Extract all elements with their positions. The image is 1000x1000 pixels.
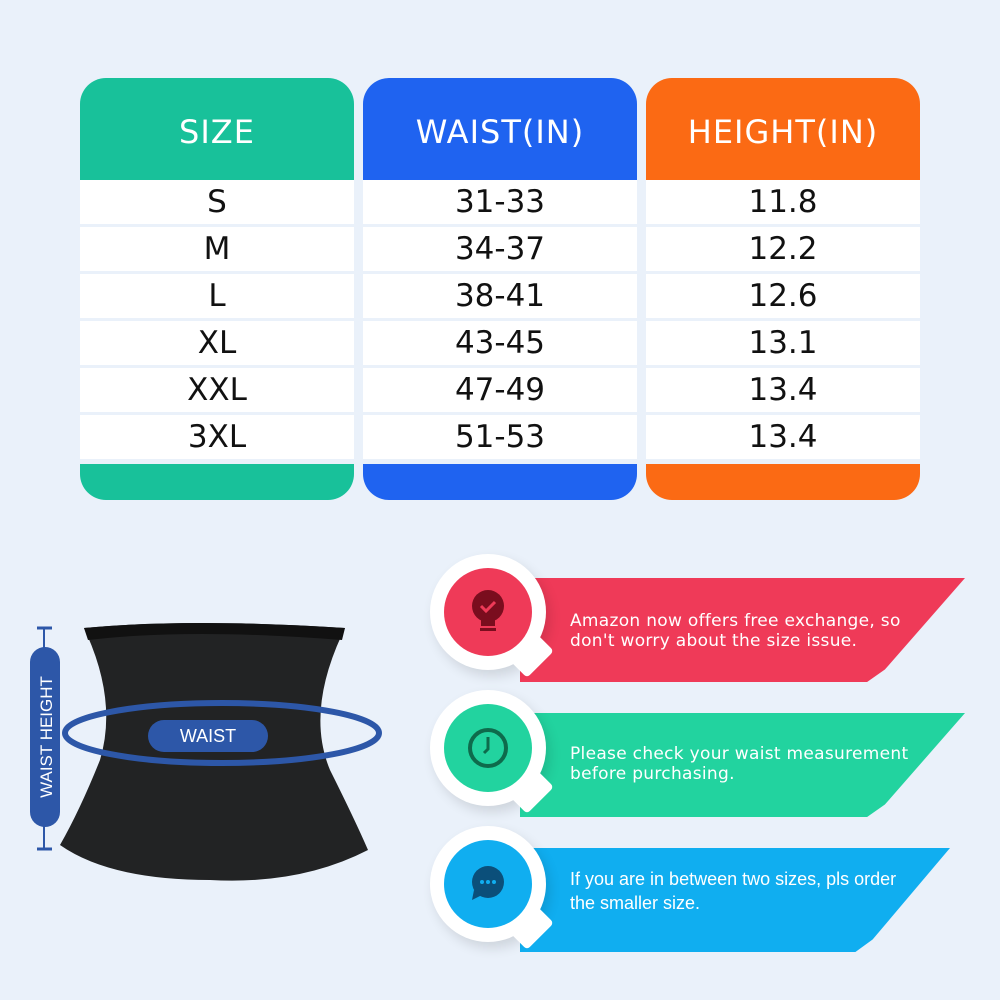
table-cell: 43-45	[363, 321, 637, 365]
table-cell: 31-33	[363, 180, 637, 224]
waist-label: WAIST	[180, 726, 236, 746]
table-cell: S	[80, 180, 354, 224]
tip-text: Amazon now offers free exchange, so don'…	[570, 611, 901, 651]
table-cell: 12.2	[646, 227, 920, 271]
table-cell: 11.8	[646, 180, 920, 224]
table-cell: 13.1	[646, 321, 920, 365]
table-cell: XL	[80, 321, 354, 365]
tip-text: Please check your waist measurement befo…	[570, 744, 909, 784]
table-cell: 13.4	[646, 415, 920, 459]
waist-height-badge	[30, 647, 60, 827]
chat-bubble-icon	[444, 840, 532, 928]
size-column: SIZE S M L XL XXL 3XL	[80, 78, 354, 500]
table-cell: L	[80, 274, 354, 318]
table-cell: 13.4	[646, 368, 920, 412]
waist-column: WAIST(IN) 31-33 34-37 38-41 43-45 47-49 …	[363, 78, 637, 500]
column-footer	[80, 464, 354, 500]
table-cell: 38-41	[363, 274, 637, 318]
table-cell: 3XL	[80, 415, 354, 459]
lightbulb-check-icon	[444, 568, 532, 656]
column-header: WAIST(IN)	[363, 78, 637, 180]
table-cell: XXL	[80, 368, 354, 412]
waist-trainer-figure: WAIST HEIGHT WAIST	[30, 623, 382, 881]
column-header: HEIGHT(IN)	[646, 78, 920, 180]
waist-ring	[62, 700, 382, 766]
table-cell: 12.6	[646, 274, 920, 318]
column-header: SIZE	[80, 78, 354, 180]
table-cell: M	[80, 227, 354, 271]
height-column: HEIGHT(IN) 11.8 12.2 12.6 13.1 13.4 13.4	[646, 78, 920, 500]
table-cell: 47-49	[363, 368, 637, 412]
table-cell: 34-37	[363, 227, 637, 271]
tip-text: If you are in between two sizes, pls ord…	[570, 869, 897, 913]
waist-height-label: WAIST HEIGHT	[37, 676, 56, 798]
column-footer	[363, 464, 637, 500]
waist-badge	[148, 720, 268, 752]
clock-icon	[444, 704, 532, 792]
table-cell: 51-53	[363, 415, 637, 459]
column-footer	[646, 464, 920, 500]
